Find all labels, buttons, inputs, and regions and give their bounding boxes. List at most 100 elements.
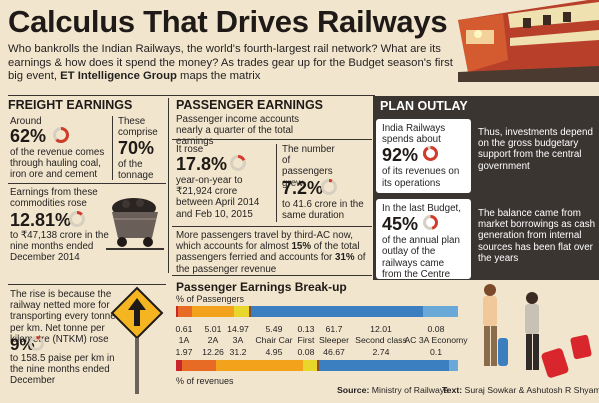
class-name-2a: 2A	[207, 335, 219, 345]
ac-bold-1: 15%	[291, 241, 312, 253]
ring-62-icon	[53, 127, 69, 143]
text-credit-line: Text: Suraj Sowkar & Ashutosh R Shyam	[442, 385, 599, 395]
passengers-value-sleeper: 61.7	[325, 324, 343, 334]
plan-balance-text: The balance came from market borrowings …	[478, 208, 596, 264]
ring-45-icon	[423, 215, 439, 231]
ring-9-icon	[29, 336, 44, 351]
bar-segment-ac-3a-economy	[456, 360, 459, 371]
intro-tail: maps the matrix	[176, 70, 261, 83]
passengers-value-2a: 5.01	[204, 324, 222, 334]
source-line: Source: Ministry of Railways	[337, 385, 449, 395]
intro-bold: ET Intelligence Group	[60, 70, 177, 83]
revenue-value-1a: 1.97	[175, 347, 193, 357]
plan-last-budget: In the last Budget,	[382, 203, 461, 214]
revenue-value-3a: 31.2	[229, 347, 247, 357]
ring-17-icon	[230, 155, 246, 171]
ring-12-icon	[69, 211, 85, 227]
revenue-value-chair-car: 4.95	[265, 347, 283, 357]
plan-budget-pct: 45%	[382, 214, 419, 235]
revenue-value-second-class: 2.74	[372, 347, 390, 357]
passengers-bar	[176, 306, 459, 317]
bar-segment-first	[317, 360, 319, 371]
passenger-num-text: to 41.6 crore in the same duration	[282, 199, 364, 222]
ring-92-icon	[423, 146, 439, 162]
plan-spends-tail: of its revenues on its operations	[382, 166, 460, 189]
revenues-values-row: 1.97 12.26 31.2 4.95 0.08 46.67 2.74 0.1	[176, 347, 456, 357]
page-title: Calculus That Drives Railways	[8, 4, 448, 39]
plan-budget-box: In the last Budget, 45% of the annual pl…	[376, 199, 471, 280]
plan-spends-pct: 92%	[382, 145, 419, 166]
class-name-1a: 1A	[178, 335, 190, 345]
freight-tonnage-text: of the tonnage	[118, 159, 154, 182]
passengers-value-1a: 0.61	[175, 324, 193, 334]
text-value: Suraj Sowkar & Ashutosh R Shyam	[464, 385, 599, 395]
bar-segment-1a	[176, 306, 178, 317]
intro-paragraph: Who bankrolls the Indian Railways, the w…	[8, 43, 463, 84]
plan-spends-text: India Railways spends about	[382, 123, 446, 146]
freight-rise-pct: 12.81%	[10, 210, 72, 230]
passengers-value-chair-car: 5.49	[265, 324, 283, 334]
class-name-second-class: Second class	[355, 335, 407, 345]
plan-budget-tail: of the annual plan outlay of the railway…	[382, 235, 460, 280]
divider	[276, 144, 277, 222]
passenger-num-pct: 7.2%	[282, 178, 324, 198]
divider	[8, 95, 375, 96]
passenger-ac-text: More passengers travel by third-AC now, …	[176, 230, 371, 275]
passenger-intro: Passenger income accounts nearly a quart…	[176, 114, 300, 148]
divider	[172, 275, 372, 276]
revenues-bar	[176, 360, 459, 371]
plan-heading-tab	[373, 96, 463, 116]
divider	[168, 98, 169, 273]
bar-segment-second-class	[423, 306, 457, 317]
ring-7-icon	[321, 179, 337, 195]
bar-segment-3a	[191, 306, 234, 317]
freight-heading: FREIGHT EARNINGS	[8, 98, 133, 112]
freight-comprise: These comprise	[118, 116, 158, 139]
revenue-value-sleeper: 46.67	[323, 347, 345, 357]
passenger-rose-label: It rose	[176, 144, 204, 155]
road-sign-icon	[110, 286, 164, 394]
bar-segment-1a	[176, 360, 182, 371]
bar-segment-3a	[215, 360, 304, 371]
freight-ntkm-pct: 9%	[10, 335, 35, 354]
class-name-chair-car: Chair Car	[255, 335, 293, 345]
intro-text: Who bankrolls the Indian Railways, the w…	[8, 43, 453, 83]
divider	[172, 226, 372, 227]
class-name-ac-3a-economy: AC 3A Economy	[404, 335, 468, 345]
passengers-value-ac-3a-economy: 0.08	[427, 324, 445, 334]
divider	[8, 183, 166, 184]
plan-thus-text: Thus, investments depend on the gross bu…	[478, 127, 593, 172]
class-name-first: First	[297, 335, 315, 345]
breakup-top-label: % of Passengers	[176, 294, 245, 304]
breakup-heading: Passenger Earnings Break-up	[176, 280, 347, 294]
bar-segment-second-class	[449, 360, 457, 371]
freight-earnings-intro: Earnings from these commodities rose	[10, 187, 98, 210]
ac-text-3: of the passenger revenue	[176, 252, 366, 275]
passengers-value-first: 0.13	[297, 324, 315, 334]
passenger-rose-pct: 17.8%	[176, 154, 228, 174]
bar-segment-2a	[177, 306, 192, 317]
revenue-value-ac-3a-economy: 0.1	[429, 347, 443, 357]
passengers-values-row: 0.61 5.01 14.97 5.49 0.13 61.7 12.01 0.08	[176, 324, 456, 334]
passenger-rose-text: year-on-year to ₹21,924 crore between Ap…	[176, 175, 260, 220]
passenger-num-label: The number of passengers grew	[282, 144, 335, 189]
bar-segment-sleeper	[250, 306, 424, 317]
freight-ntkm-text: The rise is because the railway netted m…	[10, 289, 116, 345]
class-name-3a: 3A	[232, 335, 244, 345]
breakup-bottom-label: % of revenues	[176, 376, 234, 386]
plan-spends-box: India Railways spends about 92% of its r…	[376, 119, 471, 193]
ac-bold-2: 31%	[335, 252, 355, 264]
train-illustration	[458, 0, 599, 82]
plan-heading: PLAN OUTLAY	[380, 99, 468, 113]
divider	[8, 284, 166, 285]
freight-rise-text: to ₹47,138 crore in the nine months ende…	[10, 230, 109, 264]
freight-ntkm-tail: to 158.5 paise per km in the nine months…	[10, 353, 115, 387]
freight-pct-revenue: 62%	[10, 126, 47, 146]
ac-text-1: More passengers travel by third-AC now, …	[176, 230, 353, 253]
bar-segment-chair-car	[303, 360, 318, 371]
travellers-illustration	[483, 284, 592, 378]
bar-segment-ac-3a-economy	[456, 306, 459, 317]
freight-revenue-text: of the revenue comes through hauling coa…	[10, 147, 105, 181]
freight-pct-tonnage: 70%	[118, 138, 155, 158]
class-names-row: 1A 2A 3A Chair Car First Sleeper Second class A…	[176, 335, 468, 345]
